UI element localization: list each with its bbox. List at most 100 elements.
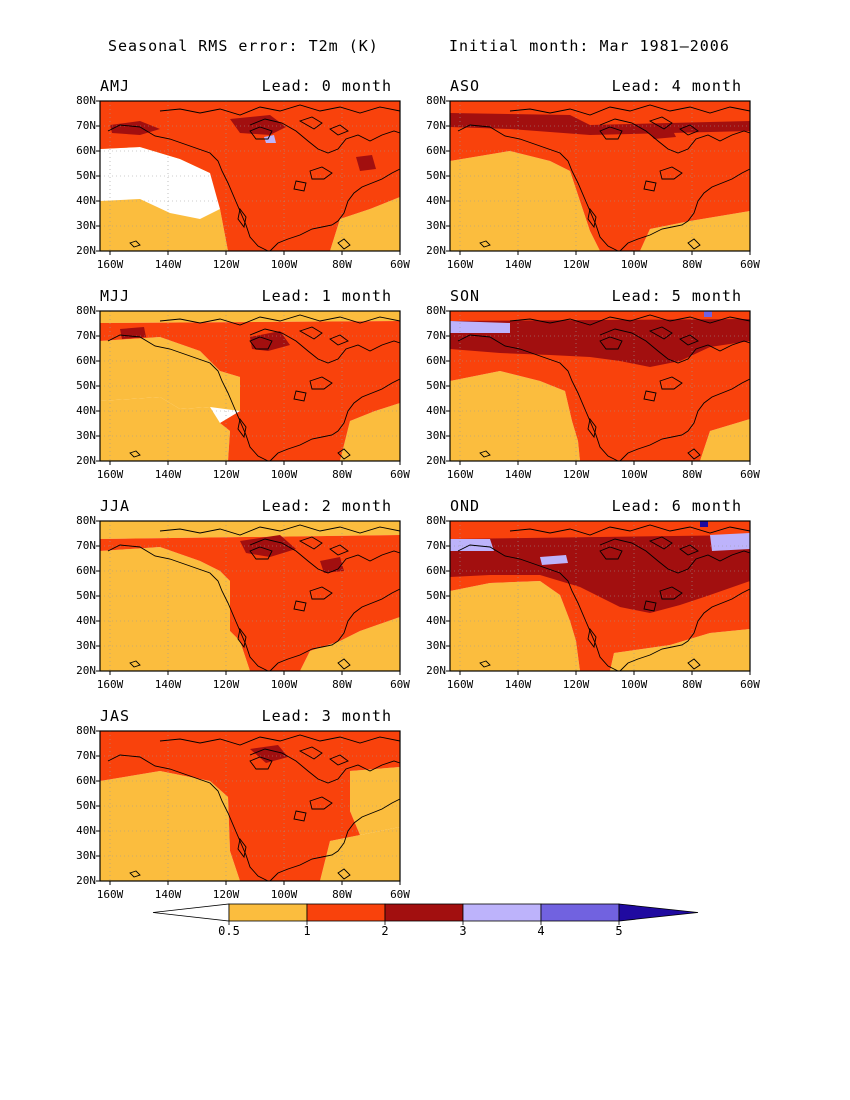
lon-tick-label: 160W bbox=[446, 258, 474, 271]
season-label: AMJ bbox=[100, 77, 131, 95]
lon-tick-label: 140W bbox=[154, 258, 182, 271]
lat-tick-label: 40N bbox=[76, 194, 96, 207]
coastline bbox=[599, 538, 751, 574]
coastline bbox=[309, 796, 333, 810]
map-panel-jja: JJA Lead: 2 month 80N 70N 60N 50N 40N 30N 20N 1… bbox=[76, 497, 410, 691]
coastline bbox=[298, 536, 323, 550]
lat-tick-label: 40N bbox=[76, 824, 96, 837]
error-contour-c1_2-2 bbox=[450, 101, 750, 251]
error-contour-c2_3-3 bbox=[450, 319, 750, 367]
lead-label: Lead: 5 month bbox=[611, 287, 742, 305]
coastline bbox=[159, 524, 401, 536]
coastline bbox=[619, 588, 751, 672]
lon-tick-label: 80W bbox=[682, 468, 702, 481]
coastline bbox=[249, 546, 273, 560]
season-label: ASO bbox=[450, 77, 481, 95]
coastline bbox=[159, 734, 401, 746]
lon-tick-label: 80W bbox=[332, 678, 352, 691]
coastline bbox=[687, 448, 701, 460]
coastline bbox=[249, 336, 273, 350]
error-contour-c05_1-2 bbox=[330, 197, 400, 251]
coastline bbox=[237, 837, 247, 859]
lon-tick-label: 120W bbox=[212, 468, 240, 481]
lon-tick-label: 120W bbox=[562, 678, 590, 691]
coastline bbox=[159, 104, 401, 116]
colorbar-label: 3 bbox=[459, 924, 467, 938]
lon-tick-label: 60W bbox=[390, 468, 410, 481]
lon-tick-label: 120W bbox=[212, 678, 240, 691]
error-contour-c5p-7 bbox=[700, 521, 708, 527]
season-label: JJA bbox=[100, 497, 131, 515]
lat-tick-label: 40N bbox=[76, 404, 96, 417]
error-contour-c3_4-7 bbox=[264, 135, 276, 143]
colorbar-segment bbox=[540, 903, 620, 922]
coastline bbox=[237, 627, 247, 649]
coastline bbox=[599, 118, 751, 154]
lat-tick-label: 30N bbox=[76, 849, 96, 862]
map-plot bbox=[96, 310, 401, 465]
coastline bbox=[329, 754, 349, 766]
coastline bbox=[269, 168, 401, 252]
coastline bbox=[249, 328, 401, 364]
lat-tick-label: 70N bbox=[426, 539, 446, 552]
error-contour-c2_3-4 bbox=[250, 745, 288, 763]
map-panel-amj: AMJ Lead: 0 month 80N 70N 60N 50N 40N 30N 20N 1… bbox=[76, 77, 410, 271]
coastline bbox=[479, 240, 491, 248]
coastline bbox=[329, 544, 349, 556]
error-contour-c3_4-4 bbox=[450, 321, 510, 333]
coastline bbox=[457, 334, 619, 462]
colorbar-label: 0.5 bbox=[218, 924, 240, 938]
lat-tick-label: 50N bbox=[426, 169, 446, 182]
lat-tick-label: 40N bbox=[76, 614, 96, 627]
coastline bbox=[269, 798, 401, 882]
coastline bbox=[648, 116, 673, 130]
lat-tick-label: 60N bbox=[76, 354, 96, 367]
coastline bbox=[329, 124, 349, 136]
coastline bbox=[509, 104, 751, 116]
coastline bbox=[619, 168, 751, 252]
coastline bbox=[129, 240, 141, 248]
lon-tick-label: 100W bbox=[620, 678, 648, 691]
coastline bbox=[129, 450, 141, 458]
season-label: JAS bbox=[100, 707, 131, 725]
lat-tick-label: 80N bbox=[76, 94, 96, 107]
coastline bbox=[587, 627, 597, 649]
lon-tick-label: 100W bbox=[270, 678, 298, 691]
lon-tick-label: 120W bbox=[212, 888, 240, 901]
lon-tick-label: 100W bbox=[620, 258, 648, 271]
error-contour-c1_2-4 bbox=[100, 321, 400, 461]
lat-tick-label: 50N bbox=[76, 379, 96, 392]
lat-tick-label: 40N bbox=[426, 194, 446, 207]
lat-tick-label: 80N bbox=[76, 514, 96, 527]
coastline bbox=[643, 180, 657, 192]
coastline bbox=[249, 126, 273, 140]
coastline bbox=[479, 660, 491, 668]
coastline bbox=[249, 538, 401, 574]
lon-tick-label: 140W bbox=[504, 258, 532, 271]
coastline bbox=[293, 810, 307, 822]
error-contour-c2_3-6 bbox=[356, 155, 376, 171]
error-contour-c4_5-5 bbox=[704, 311, 712, 317]
lon-tick-label: 100W bbox=[270, 468, 298, 481]
coastline bbox=[679, 334, 699, 346]
lon-tick-label: 80W bbox=[332, 258, 352, 271]
lat-tick-label: 20N bbox=[76, 664, 96, 677]
lon-tick-label: 160W bbox=[96, 678, 124, 691]
coastline bbox=[659, 376, 683, 390]
lon-tick-label: 100W bbox=[270, 888, 298, 901]
error-contour-c05_1-1 bbox=[100, 337, 240, 411]
lon-tick-label: 160W bbox=[96, 468, 124, 481]
coastline bbox=[269, 588, 401, 672]
error-contour-c05_1-2 bbox=[350, 767, 400, 835]
lat-tick-label: 20N bbox=[426, 454, 446, 467]
lon-tick-label: 80W bbox=[332, 888, 352, 901]
lon-tick-label: 140W bbox=[154, 468, 182, 481]
error-contour-c05_1-1 bbox=[640, 211, 750, 251]
lat-tick-label: 60N bbox=[426, 564, 446, 577]
lat-tick-label: 60N bbox=[76, 564, 96, 577]
coastline bbox=[293, 390, 307, 402]
coastline bbox=[587, 207, 597, 229]
lat-tick-label: 30N bbox=[76, 429, 96, 442]
figure-title: Seasonal RMS error: T2m (K) bbox=[108, 37, 379, 55]
coastline bbox=[298, 116, 323, 130]
